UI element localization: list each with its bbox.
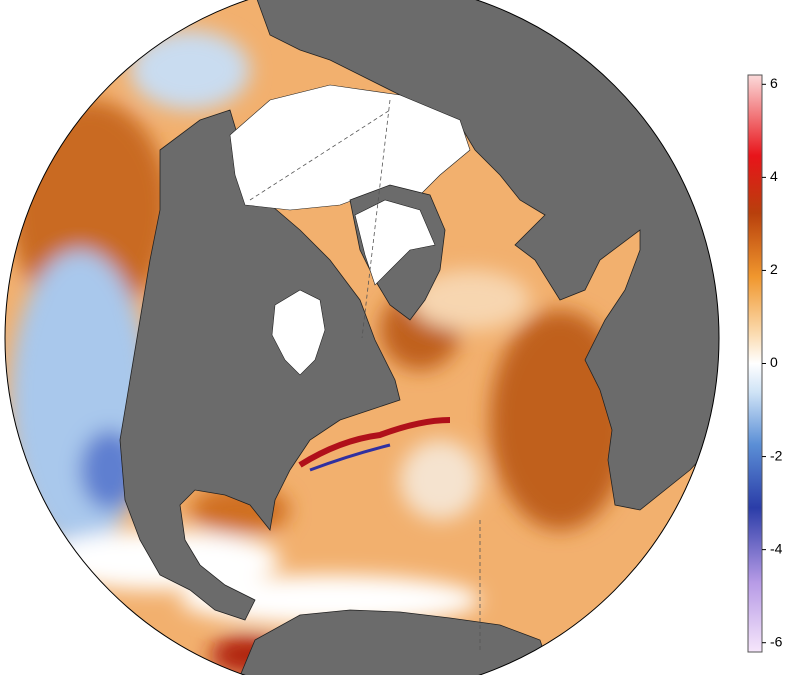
colorbar-tick-label: -6 xyxy=(770,633,783,649)
colorbar xyxy=(747,74,763,653)
colorbar-tick-label: 2 xyxy=(770,261,778,277)
land-south-america xyxy=(229,609,561,675)
land-north-america xyxy=(119,109,401,621)
colorbar-tick-label: 6 xyxy=(770,75,778,91)
colorbar-tick-label: 0 xyxy=(770,354,778,370)
hudson-ice xyxy=(271,289,326,376)
greenland-ice xyxy=(354,199,436,286)
globe-outline xyxy=(4,0,720,675)
colorbar-tick-label: -4 xyxy=(770,540,783,556)
sea-ice xyxy=(229,84,471,211)
colorbar-tick-label: -2 xyxy=(770,447,783,463)
colorbar-tick-label: 4 xyxy=(770,168,778,184)
